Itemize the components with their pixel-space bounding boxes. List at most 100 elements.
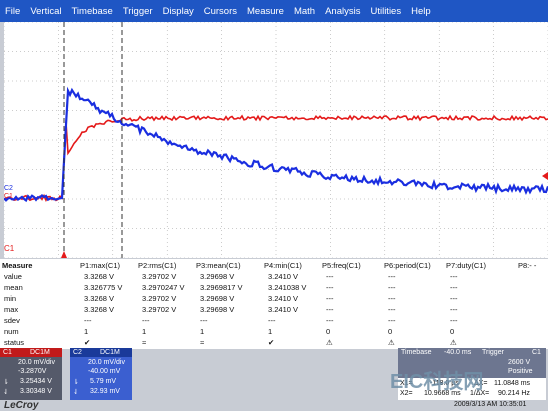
ch1-marker-icon-2: ⇃ — [3, 388, 9, 396]
ch1-offset: -3.2870V — [18, 368, 46, 375]
measure-cell: --- — [326, 305, 334, 314]
cursor-inv-value: 90.214 Hz — [498, 390, 530, 397]
cursor-dx-value: 11.0848 ms — [494, 380, 530, 387]
menu-bar: File Vertical Timebase Trigger Display Cursor… — [0, 0, 548, 22]
ch1-descriptor[interactable]: C1 DC1M 20.0 mV/div -3.2870V ⇂ 3.25434 V… — [0, 348, 62, 400]
menu-cursors[interactable]: Cursors — [199, 6, 242, 17]
measure-cell: 3.2969817 V — [200, 283, 243, 292]
measure-row-label: status — [4, 338, 24, 347]
watermark: EIC科技网 — [390, 365, 483, 394]
measure-header: P6:period(C1) — [384, 261, 431, 270]
measure-cell: --- — [388, 316, 396, 325]
measure-cell: --- — [268, 316, 276, 325]
measure-cell: ⚠ — [388, 338, 395, 347]
measure-cell: 3.326775 V — [84, 283, 122, 292]
measure-cell: 3.2970247 V — [142, 283, 185, 292]
scope-grid: C2 C1 C1 — [4, 22, 548, 258]
measure-cell: 1 — [200, 327, 204, 336]
measure-cell: 3.2410 V — [268, 305, 298, 314]
menu-file[interactable]: File — [0, 6, 25, 17]
ch1-marker-icon: ⇂ — [3, 378, 9, 386]
measure-cell: --- — [142, 316, 150, 325]
menu-trigger[interactable]: Trigger — [118, 6, 158, 17]
measure-cell: ✔ — [84, 338, 90, 347]
menu-display[interactable]: Display — [158, 6, 199, 17]
measure-cell: 0 — [388, 327, 392, 336]
ch2-marker-icon: ⇂ — [73, 378, 79, 386]
measure-cell: --- — [388, 294, 396, 303]
measure-cell: --- — [450, 283, 458, 292]
ch1-name: C1 — [3, 349, 12, 356]
measure-header: P5:freq(C1) — [322, 261, 361, 270]
measure-table: Measure P1:max(C1) P2:rms(C1) P3:mean(C1) P4… — [0, 259, 548, 349]
ch1-div: 20.0 mV/div — [18, 359, 55, 366]
measure-cell: 1 — [268, 327, 272, 336]
measure-cell: 3.29698 V — [200, 294, 234, 303]
trigger-slope: Positive — [508, 368, 533, 375]
measure-cell: --- — [326, 272, 334, 281]
measure-cell: 3.3268 V — [84, 272, 114, 281]
ch2-div: 20.0 mV/div — [88, 359, 125, 366]
measure-cell: --- — [450, 294, 458, 303]
ch1-trigger-marker: C1 — [4, 244, 15, 253]
measure-row-label: max — [4, 305, 18, 314]
trigger-position-arrow — [61, 251, 67, 258]
ch2-value-2: 32.93 mV — [90, 388, 120, 395]
measure-cell: 1 — [142, 327, 146, 336]
measure-cell: 3.29698 V — [200, 305, 234, 314]
menu-vertical[interactable]: Vertical — [25, 6, 66, 17]
measure-header: P1:max(C1) — [80, 261, 120, 270]
lecroy-logo: LeCroy — [4, 400, 38, 411]
measure-cell: ≈ — [142, 338, 146, 347]
measure-cell: ≈ — [200, 338, 204, 347]
datetime: 2009/3/13 AM 10:35:01 — [454, 401, 526, 408]
measure-header: P4:min(C1) — [264, 261, 302, 270]
measure-cell: 0 — [450, 327, 454, 336]
menu-timebase[interactable]: Timebase — [66, 6, 117, 17]
measure-cell: ✔ — [268, 338, 274, 347]
menu-measure[interactable]: Measure — [242, 6, 289, 17]
trigger-level-arrow — [542, 172, 548, 180]
measure-cell: --- — [388, 305, 396, 314]
ch2-offset: -40.00 mV — [88, 368, 120, 375]
waveform-display[interactable]: C2 C1 C1 — [4, 22, 548, 258]
ch2-marker-icon-2: ⇃ — [73, 388, 79, 396]
measure-header: P8:- - — [518, 261, 536, 270]
measure-row-label: num — [4, 327, 19, 336]
measure-cell: 3.29702 V — [142, 272, 176, 281]
measure-header: Measure — [2, 261, 32, 270]
ch1-coupling: DC1M — [30, 349, 50, 356]
ch2-descriptor[interactable]: C2 DC1M 20.0 mV/div -40.00 mV ⇂ 5.79 mV … — [70, 348, 132, 400]
trigger-level: 2600 V — [508, 359, 530, 366]
measure-cell: 3.29702 V — [142, 294, 176, 303]
ch2-coupling: DC1M — [100, 349, 120, 356]
menu-utilities[interactable]: Utilities — [365, 6, 406, 17]
measure-header: P2:rms(C1) — [138, 261, 176, 270]
measure-cell: --- — [450, 316, 458, 325]
measure-cell: 3.3268 V — [84, 305, 114, 314]
measure-cell: --- — [200, 316, 208, 325]
menu-math[interactable]: Math — [289, 6, 320, 17]
ch1-value-1: 3.25434 V — [20, 378, 52, 385]
measure-cell: --- — [450, 272, 458, 281]
measure-row-label: sdev — [4, 316, 20, 325]
measure-cell: 3.29702 V — [142, 305, 176, 314]
measure-cell: 3.241038 V — [268, 283, 306, 292]
measure-cell: 3.2410 V — [268, 294, 298, 303]
ch1-value-2: 3.30348 V — [20, 388, 52, 395]
measure-cell: 3.2410 V — [268, 272, 298, 281]
menu-analysis[interactable]: Analysis — [320, 6, 365, 17]
menu-help[interactable]: Help — [406, 6, 436, 17]
timebase-label: Timebase — [401, 349, 431, 356]
measure-row-label: min — [4, 294, 16, 303]
measure-header: P7:duty(C1) — [446, 261, 486, 270]
ch2-value-1: 5.79 mV — [90, 378, 116, 385]
measure-cell: 3.3268 V — [84, 294, 114, 303]
ch2-name: C2 — [73, 349, 82, 356]
measure-cell: --- — [326, 283, 334, 292]
measure-cell: --- — [450, 305, 458, 314]
measure-cell: 1 — [84, 327, 88, 336]
measure-cell: 3.29698 V — [200, 272, 234, 281]
ch2-descriptor-header: C2 DC1M — [70, 348, 132, 357]
measure-cell: --- — [326, 316, 334, 325]
